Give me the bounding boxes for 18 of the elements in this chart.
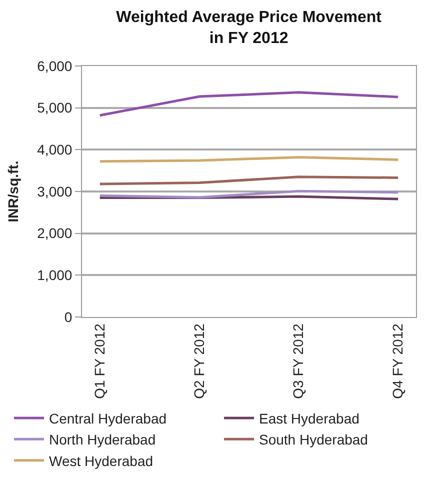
y-tick-label: 3,000 <box>37 183 72 200</box>
chart-title: Weighted Average Price Movement in FY 2012 <box>116 8 382 47</box>
y-tick-label: 4,000 <box>37 142 72 158</box>
y-tick-label: 1,000 <box>37 267 72 284</box>
legend-label: North Hyderabad <box>49 432 156 448</box>
x-tick-label: Q2 FY 2012 <box>190 323 207 399</box>
y-tick-label: 2,000 <box>37 225 72 242</box>
legend-label: South Hyderabad <box>259 432 368 448</box>
legend-label: West Hyderabad <box>49 452 154 469</box>
legend-label: Central Hyderabad <box>49 410 167 426</box>
x-tick-label: Q1 FY 2012 <box>91 323 108 399</box>
x-tick-label: Q4 FY 2012 <box>390 323 406 399</box>
y-tick-label: 5,000 <box>37 100 72 116</box>
y-tick-label: 0 <box>64 308 72 325</box>
y-axis-title: INR/sq.ft. <box>4 160 21 222</box>
x-tick-label: Q3 FY 2012 <box>290 323 306 399</box>
legend-label: East Hyderabad <box>259 410 360 426</box>
y-tick-label: 6,000 <box>37 58 72 74</box>
